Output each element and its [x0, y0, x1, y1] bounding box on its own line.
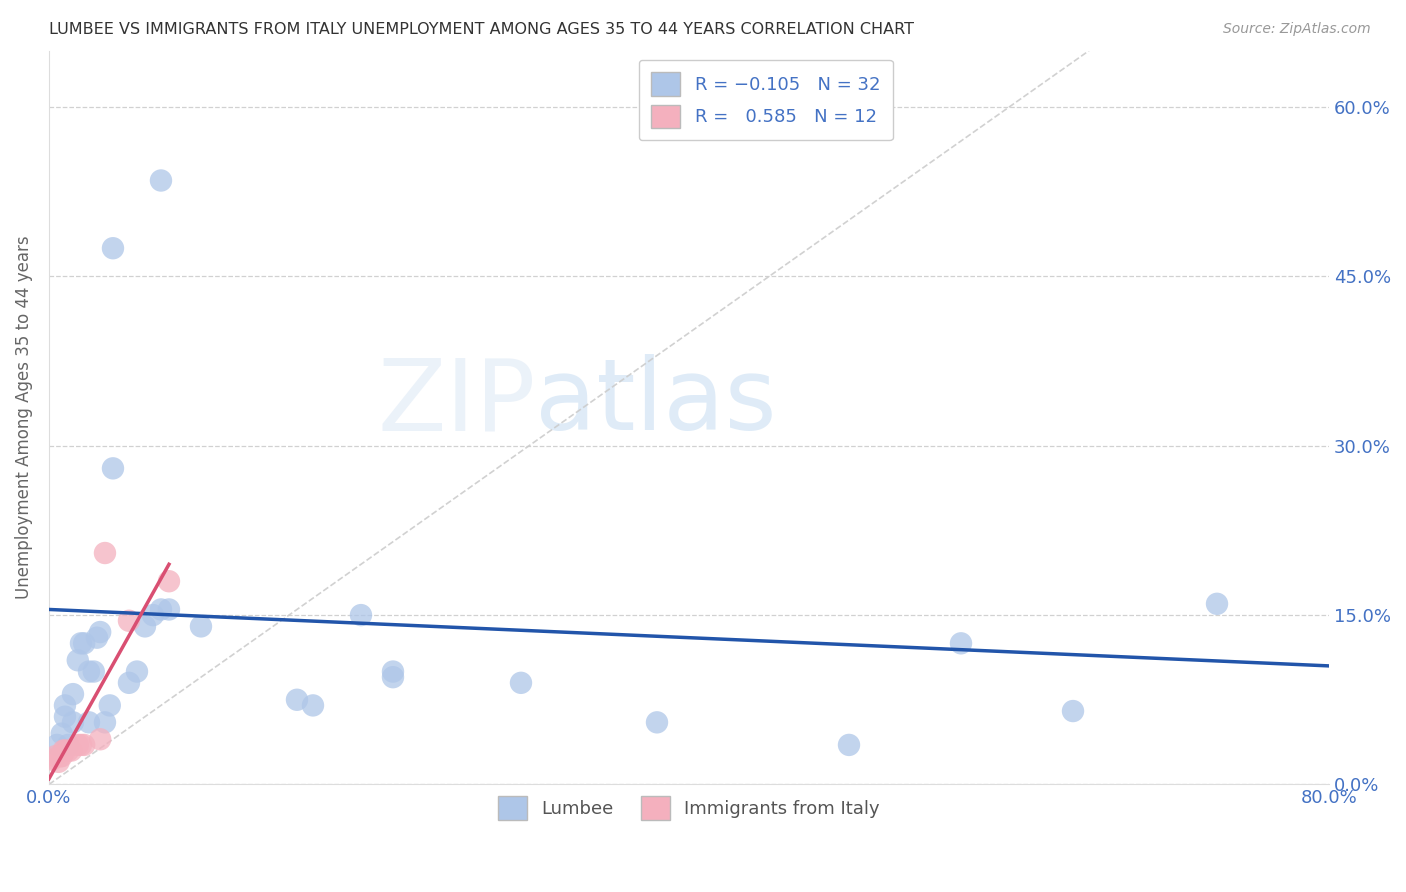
Point [86, 631, 108, 645]
Point [62, 715, 84, 730]
Point [62, 687, 84, 701]
Point [73, 636, 96, 650]
Point [98, 698, 121, 713]
Point [89, 625, 111, 640]
Point [101, 241, 124, 255]
Point [41, 753, 63, 767]
Legend: Lumbee, Immigrants from Italy: Lumbee, Immigrants from Italy [491, 789, 887, 827]
Point [101, 461, 124, 475]
Point [950, 636, 973, 650]
Point [118, 676, 141, 690]
Point [94, 715, 117, 730]
Point [52, 743, 75, 757]
Point [70, 738, 93, 752]
Point [53, 709, 76, 723]
Point [44, 749, 66, 764]
Point [77, 665, 100, 679]
Point [73, 738, 96, 752]
Point [83, 665, 105, 679]
Point [838, 738, 860, 752]
Point [77, 715, 100, 730]
Y-axis label: Unemployment Among Ages 35 to 44 years: Unemployment Among Ages 35 to 44 years [15, 235, 32, 599]
Point [89, 732, 111, 747]
Point [125, 665, 148, 679]
Point [157, 602, 180, 616]
Text: LUMBEE VS IMMIGRANTS FROM ITALY UNEMPLOYMENT AMONG AGES 35 TO 44 YEARS CORRELATI: LUMBEE VS IMMIGRANTS FROM ITALY UNEMPLOY… [49, 22, 914, 37]
Point [190, 619, 212, 633]
Point [53, 743, 76, 757]
Point [134, 619, 156, 633]
Point [51, 726, 73, 740]
Text: ZIP: ZIP [377, 354, 536, 451]
Point [149, 602, 172, 616]
Point [382, 665, 405, 679]
Point [60, 743, 83, 757]
Point [157, 574, 180, 589]
Point [149, 173, 172, 187]
Point [1206, 597, 1229, 611]
Point [94, 546, 117, 560]
Point [350, 608, 373, 623]
Point [1062, 704, 1084, 718]
Point [56, 743, 79, 757]
Point [285, 692, 308, 706]
Point [510, 676, 533, 690]
Point [382, 670, 405, 684]
Point [53, 698, 76, 713]
Point [56, 738, 79, 752]
Text: atlas: atlas [536, 354, 778, 451]
Point [66, 738, 89, 752]
Point [46, 738, 69, 752]
Point [49, 749, 72, 764]
Text: Source: ZipAtlas.com: Source: ZipAtlas.com [1223, 22, 1371, 37]
Point [118, 614, 141, 628]
Point [48, 755, 70, 769]
Point [66, 653, 89, 667]
Point [51, 749, 73, 764]
Point [645, 715, 668, 730]
Point [142, 608, 165, 623]
Point [302, 698, 325, 713]
Point [70, 636, 93, 650]
